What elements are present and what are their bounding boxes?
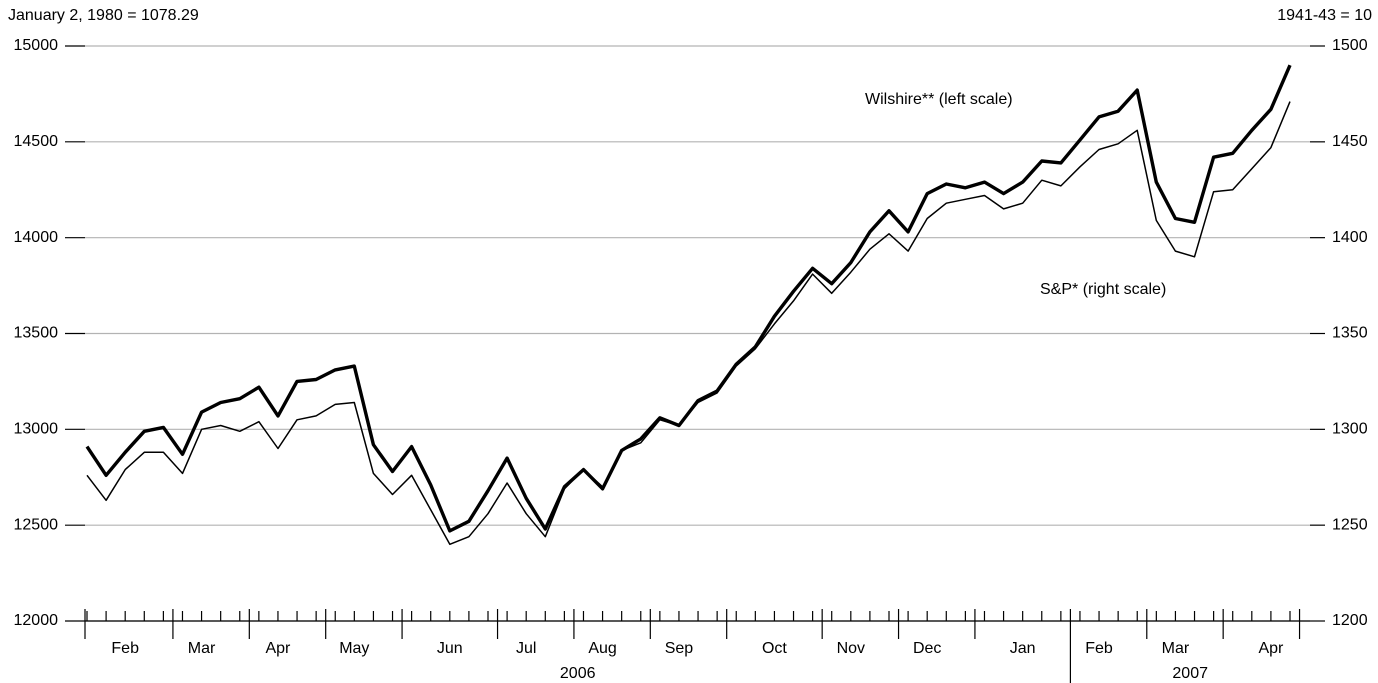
x-tick-label: Apr	[265, 640, 291, 657]
y-tick-label: 13500	[14, 325, 59, 342]
y2-tick-label: 1450	[1332, 133, 1368, 150]
series-line	[86, 101, 1291, 546]
x-tick-label: Oct	[762, 640, 787, 657]
x-tick-label: Jul	[516, 640, 536, 657]
x-tick-label: Mar	[1162, 640, 1190, 657]
x-tick-label: Nov	[837, 640, 865, 657]
x-tick-label: Jun	[437, 640, 463, 657]
x-tick-label: Mar	[188, 640, 216, 657]
x-tick-label: Feb	[1085, 640, 1113, 657]
y2-tick-label: 1350	[1332, 325, 1368, 342]
x-tick-label: Dec	[913, 640, 941, 657]
y-tick-label: 15000	[14, 37, 59, 54]
y-tick-label: 13000	[14, 421, 59, 438]
y2-tick-label: 1300	[1332, 421, 1368, 438]
year-label: 2006	[560, 665, 596, 682]
x-tick-label: May	[339, 640, 369, 657]
y-tick-label: 12000	[14, 612, 59, 629]
x-tick-label: Aug	[588, 640, 616, 657]
series-label: Wilshire** (left scale)	[865, 91, 1013, 108]
x-tick-label: Jan	[1010, 640, 1036, 657]
x-tick-label: Apr	[1258, 640, 1284, 657]
y2-axis-note: 1941-43 = 10	[1277, 7, 1372, 24]
y2-tick-label: 1200	[1332, 612, 1368, 629]
y-axis-note: January 2, 1980 = 1078.29	[8, 7, 199, 24]
y-tick-label: 14500	[14, 133, 59, 150]
year-label: 2007	[1172, 665, 1208, 682]
y2-tick-label: 1250	[1332, 516, 1368, 533]
x-tick-label: Sep	[665, 640, 694, 657]
x-tick-label: Feb	[111, 640, 139, 657]
y-tick-label: 12500	[14, 516, 59, 533]
y2-tick-label: 1500	[1332, 37, 1368, 54]
series-label: S&P* (right scale)	[1040, 281, 1166, 298]
y-tick-label: 14000	[14, 229, 59, 246]
y2-tick-label: 1400	[1332, 229, 1368, 246]
